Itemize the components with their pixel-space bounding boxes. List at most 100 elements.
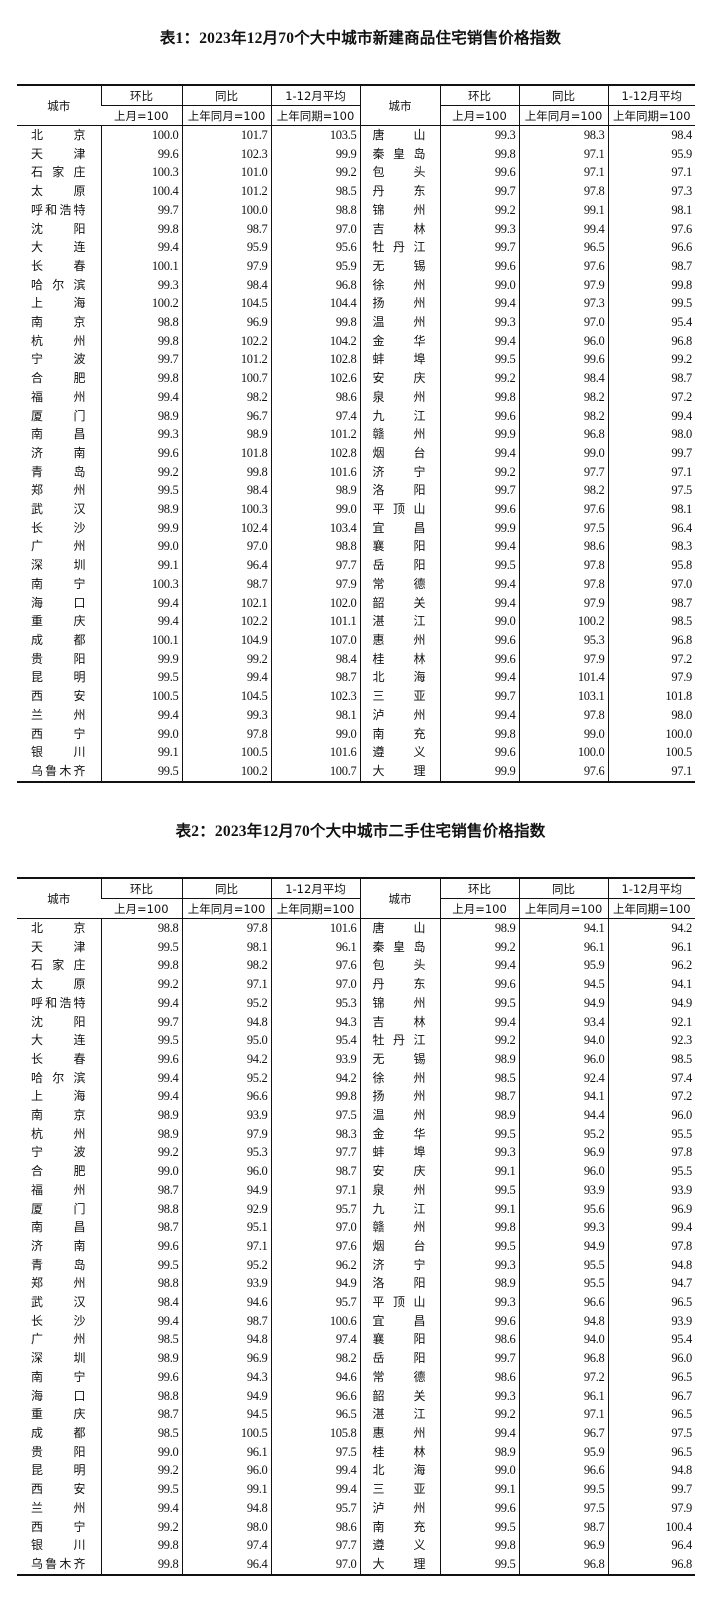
city-name-cell: 泉州: [359, 387, 440, 407]
city-name-cell: 大连: [17, 238, 101, 257]
header-yoy-left: 同比: [181, 85, 271, 106]
table-row: 南京 98.8 96.9 99.8 温州 99.3 97.0 95.4: [17, 313, 695, 332]
avg-index-cell: 98.8: [270, 537, 360, 557]
avg-index-cell: 98.2: [270, 1349, 360, 1368]
avg-index-cell: 97.5: [607, 481, 695, 501]
mom-index-cell: 99.2: [439, 937, 519, 957]
city-name: 温州: [372, 315, 426, 330]
city-name: 大理: [372, 763, 426, 778]
mom-index-cell: 99.7: [439, 481, 519, 501]
avg-index-cell: 97.5: [270, 1106, 360, 1125]
mom-index-cell: 99.8: [100, 219, 182, 239]
mom-index-cell: 99.8: [100, 1554, 182, 1575]
avg-index-cell: 98.3: [270, 1124, 360, 1144]
yoy-index-cell: 100.0: [181, 200, 271, 220]
city-name-cell: 青岛: [17, 463, 101, 482]
city-name-cell: 唐山: [359, 918, 440, 938]
city-name: 成都: [31, 632, 86, 647]
subheader-mom-right: 上月=100: [439, 105, 519, 126]
yoy-index-cell: 94.0: [518, 1031, 608, 1050]
city-name: 青岛: [31, 1257, 86, 1272]
city-name-cell: 岳阳: [359, 1349, 440, 1368]
yoy-index-cell: 102.2: [181, 612, 271, 631]
yoy-index-cell: 92.9: [181, 1199, 271, 1219]
table-row: 厦门 98.8 92.9 95.7 九江 99.1 95.6 96.9: [17, 1199, 695, 1219]
avg-index-cell: 98.5: [607, 1049, 695, 1069]
city-name-cell: 贵阳: [17, 1443, 101, 1462]
yoy-index-cell: 95.2: [181, 1068, 271, 1088]
city-name-cell: 兰州: [17, 1499, 101, 1518]
yoy-index-cell: 94.2: [181, 1049, 271, 1069]
yoy-index-cell: 104.9: [181, 630, 271, 650]
yoy-index-cell: 94.9: [518, 1236, 608, 1256]
city-name-cell: 重庆: [17, 612, 101, 631]
city-name: 大连: [31, 1033, 86, 1048]
yoy-index-cell: 97.4: [181, 1536, 271, 1555]
table-row: 深圳 98.9 96.9 98.2 岳阳 99.7 96.8 96.0: [17, 1349, 695, 1368]
avg-index-cell: 97.3: [607, 182, 695, 201]
yoy-index-cell: 97.1: [181, 975, 271, 994]
city-name: 韶关: [372, 1388, 426, 1403]
avg-index-cell: 97.2: [607, 1087, 695, 1107]
city-name: 锦州: [372, 202, 426, 217]
mom-index-cell: 99.6: [439, 406, 519, 426]
city-name-cell: 厦门: [17, 1200, 101, 1219]
avg-index-cell: 101.6: [270, 462, 360, 482]
yoy-index-cell: 95.0: [181, 1031, 271, 1050]
mom-index-cell: 100.2: [100, 294, 182, 314]
second-hand-housing-price-index-table: 城市 环比 同比 1-12月平均 城市 环比 同比 1-12月平均 上月=100 上年同月=100…: [17, 877, 695, 1576]
table-row: 昆明 99.2 96.0 99.4 北海 99.0 96.6 94.8: [17, 1461, 695, 1481]
city-name-cell: 三亚: [359, 687, 440, 706]
city-name: 无锡: [372, 258, 426, 273]
yoy-index-cell: 96.0: [181, 1162, 271, 1181]
table-row: 石家庄 100.3 101.0 99.2 包头 99.6 97.1 97.1: [17, 163, 695, 183]
city-name: 惠州: [372, 632, 426, 647]
avg-index-cell: 96.2: [270, 1255, 360, 1275]
city-name-cell: 乌鲁木齐: [17, 1555, 101, 1575]
table-row: 银川 99.8 97.4 97.7 遵义 99.8 96.9 96.4: [17, 1536, 695, 1555]
yoy-index-cell: 97.8: [518, 574, 608, 594]
city-name: 金华: [372, 1126, 426, 1141]
avg-index-cell: 98.7: [607, 369, 695, 388]
city-name: 赣州: [372, 1220, 426, 1235]
city-name-cell: 湛江: [359, 612, 440, 631]
mom-index-cell: 99.4: [100, 387, 182, 407]
city-name: 南京: [31, 1108, 86, 1123]
city-name-cell: 南京: [17, 313, 101, 332]
mom-index-cell: 98.9: [439, 1106, 519, 1125]
city-name-cell: 遵义: [359, 1536, 440, 1555]
city-name: 太原: [31, 977, 86, 992]
avg-index-cell: 94.1: [607, 975, 695, 994]
avg-index-cell: 96.8: [607, 1554, 695, 1575]
city-name: 银川: [31, 745, 86, 760]
city-name: 福州: [31, 389, 86, 404]
yoy-index-cell: 98.9: [181, 425, 271, 444]
avg-index-cell: 98.0: [607, 425, 695, 444]
city-name: 郑州: [31, 483, 86, 498]
city-name: 赣州: [372, 427, 426, 442]
yoy-index-cell: 99.3: [518, 1218, 608, 1237]
yoy-index-cell: 94.5: [181, 1405, 271, 1424]
city-name: 深圳: [31, 1351, 86, 1366]
avg-index-cell: 98.6: [270, 1517, 360, 1537]
table-row: 青岛 99.2 99.8 101.6 济宁 99.2 97.7 97.1: [17, 462, 695, 482]
yoy-index-cell: 102.2: [181, 331, 271, 351]
yoy-index-cell: 95.9: [181, 238, 271, 257]
avg-index-cell: 95.5: [607, 1124, 695, 1144]
avg-index-cell: 95.8: [607, 556, 695, 575]
yoy-index-cell: 99.4: [181, 668, 271, 688]
mom-index-cell: 99.5: [439, 350, 519, 370]
mom-index-cell: 99.4: [439, 331, 519, 351]
city-name: 无锡: [372, 1051, 426, 1066]
mom-index-cell: 99.5: [439, 1124, 519, 1144]
city-name-cell: 广州: [17, 537, 101, 556]
subheader-avg-left: 上年同期=100: [270, 105, 360, 126]
mom-index-cell: 99.4: [439, 574, 519, 594]
avg-index-cell: 98.8: [270, 200, 360, 220]
mom-index-cell: 99.1: [100, 743, 182, 762]
table-row: 济南 99.6 101.8 102.8 烟台 99.4 99.0 99.7: [17, 443, 695, 463]
avg-index-cell: 93.9: [607, 1311, 695, 1331]
header-mom-left: 环比: [100, 85, 182, 106]
table-row: 杭州 98.9 97.9 98.3 金华 99.5 95.2 95.5: [17, 1124, 695, 1144]
yoy-index-cell: 100.0: [518, 743, 608, 762]
